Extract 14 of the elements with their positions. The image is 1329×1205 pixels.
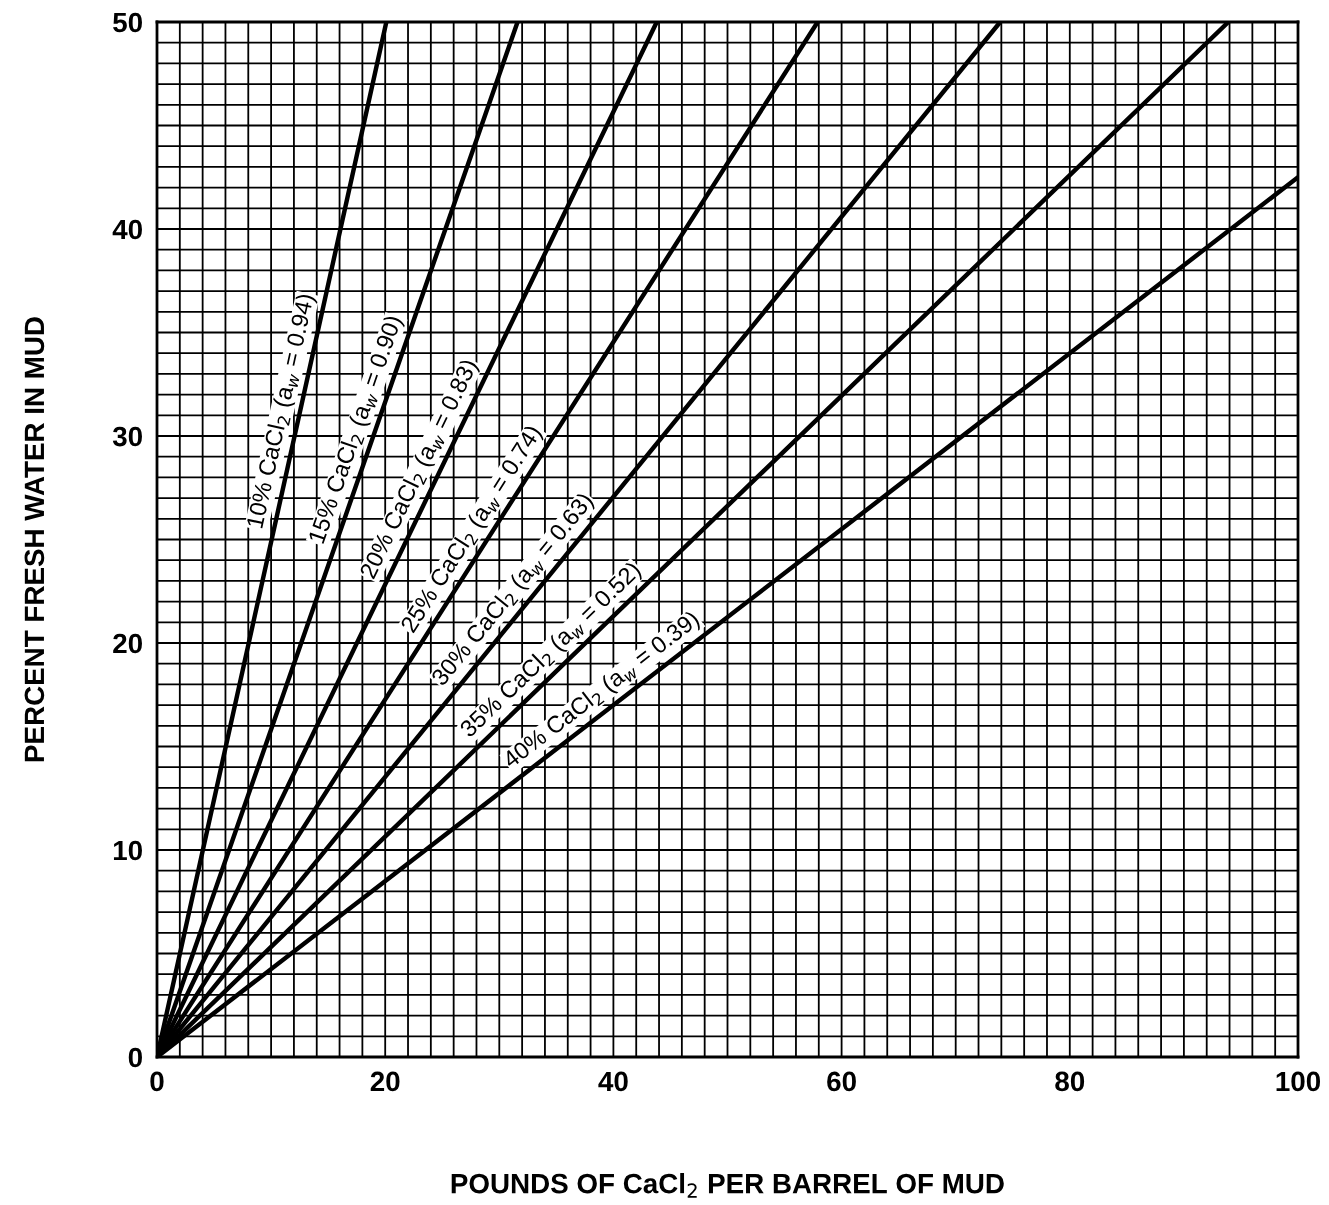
y-tick-label: 20 <box>113 633 142 654</box>
y-tick-label: 50 <box>113 12 142 33</box>
x-tick-label: 60 <box>827 1071 856 1092</box>
y-tick-label: 30 <box>112 426 142 447</box>
x-tick-label: 0 <box>150 1071 164 1092</box>
y-axis-title: PERCENT FRESH WATER IN MUD <box>24 317 45 762</box>
x-axis-title: POUNDS OF CaCl$_{2}$ PER BARREL OF MUD <box>451 1173 1004 1198</box>
x-tick-label: 20 <box>370 1071 400 1092</box>
y-tick-label: 0 <box>128 1047 142 1068</box>
x-tick-label: 80 <box>1055 1071 1085 1092</box>
x-tick-label: 40 <box>598 1071 628 1092</box>
y-tick-label: 40 <box>112 219 142 240</box>
y-tick-label: 10 <box>113 840 142 861</box>
x-tick-label: 100 <box>1276 1071 1321 1092</box>
